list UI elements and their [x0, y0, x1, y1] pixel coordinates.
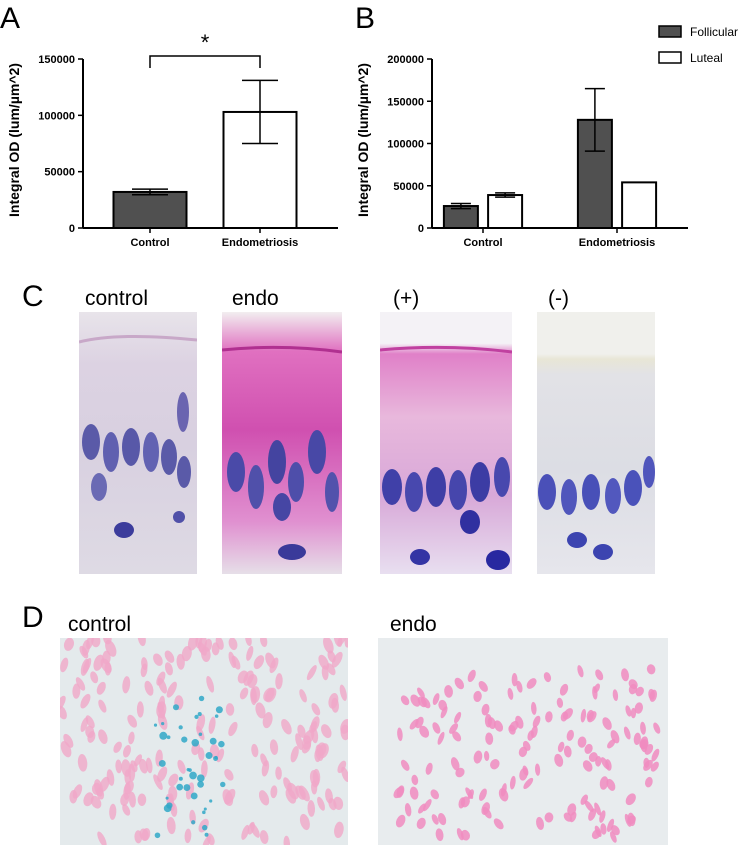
bar-control-follicular — [442, 205, 479, 229]
panel-letter-b: B — [355, 2, 376, 35]
micrograph-d-endo — [378, 638, 668, 845]
chart-a-ytick-label: 150000 — [38, 54, 75, 66]
chart-b-ytick-label: 100000 — [387, 139, 424, 151]
chart-b-ytick-label: 200000 — [387, 54, 424, 66]
panel-d-label-control: control — [68, 613, 132, 636]
chart-a: Integral OD (lum/µm^2) 0 50000 100000 15000… — [6, 30, 338, 249]
micrograph-c-control — [79, 312, 197, 574]
panel-letter-c: C — [22, 280, 44, 313]
legend-label-follicular: Follicular — [690, 25, 738, 39]
panel-c-label-positive: (+) — [393, 287, 420, 310]
bar-endometriosis-luteal — [621, 181, 658, 229]
legend-swatch-luteal — [658, 51, 682, 64]
significance-label: * — [201, 30, 210, 55]
chart-a-category-label: Control — [130, 237, 169, 249]
chart-b-ytick-label: 50000 — [393, 181, 424, 193]
chart-b-ytick-label: 0 — [418, 223, 424, 235]
panel-letter-d: D — [22, 601, 44, 634]
chart-b-ytick-label: 150000 — [387, 96, 424, 108]
chart-a-ytick-label: 50000 — [44, 167, 75, 179]
panel-c-label-endo: endo — [232, 287, 279, 310]
micrograph-d-control — [60, 638, 348, 845]
panel-d-label-endo: endo — [390, 613, 437, 636]
chart-b-legend: Follicular Luteal — [658, 25, 738, 65]
significance-bracket — [149, 55, 261, 68]
chart-b: Integral OD (lum/µm^2) 0 50000 100000 15000… — [355, 25, 738, 249]
chart-b-category-label: Control — [463, 237, 502, 249]
chart-b-category-label: Endometriosis — [579, 237, 655, 249]
legend-swatch-follicular — [658, 25, 682, 38]
chart-a-ytick-label: 100000 — [38, 110, 75, 122]
bar-control-luteal — [487, 194, 524, 229]
chart-b-ylabel: Integral OD (lum/µm^2) — [355, 63, 371, 217]
panel-c-label-negative: (-) — [548, 287, 569, 310]
chart-a-category-label: Endometriosis — [222, 237, 298, 249]
micrograph-c-negative — [537, 312, 655, 574]
micrograph-c-endo — [222, 312, 342, 574]
chart-a-ytick-label: 0 — [69, 223, 75, 235]
micrograph-c-positive — [380, 312, 512, 574]
panel-c-label-control: control — [85, 287, 149, 310]
panel-letter-a: A — [0, 2, 21, 35]
chart-a-ylabel: Integral OD (lum/µm^2) — [6, 63, 22, 217]
legend-label-luteal: Luteal — [690, 51, 723, 65]
